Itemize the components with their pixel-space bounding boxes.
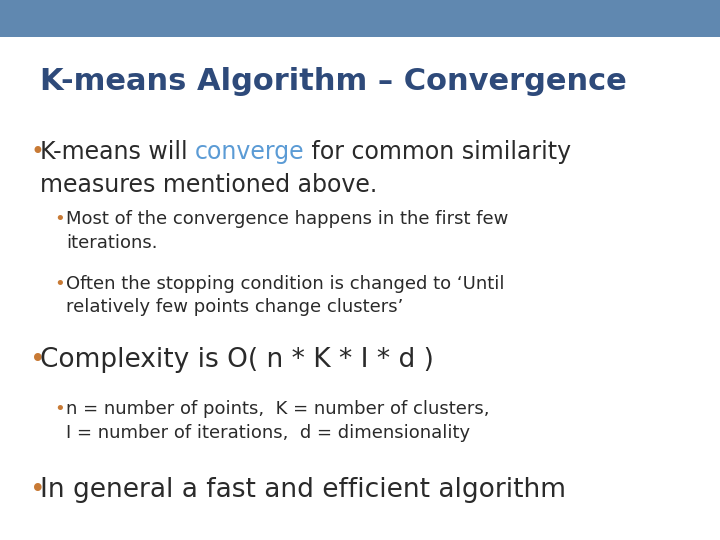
Text: measures mentioned above.: measures mentioned above.: [40, 173, 377, 197]
Text: K-means will: K-means will: [40, 140, 194, 164]
Text: converge: converge: [194, 140, 305, 164]
Text: •: •: [54, 275, 65, 293]
Text: •: •: [54, 210, 65, 228]
Text: In general a fast and efficient algorithm: In general a fast and efficient algorith…: [40, 477, 566, 503]
Text: n = number of points,  K = number of clusters,
I = number of iterations,  d = di: n = number of points, K = number of clus…: [66, 400, 490, 442]
Text: for common similarity: for common similarity: [305, 140, 572, 164]
Text: Often the stopping condition is changed to ‘Until
relatively few points change c: Often the stopping condition is changed …: [66, 275, 505, 316]
Text: •: •: [54, 400, 65, 418]
Text: Most of the convergence happens in the first few
iterations.: Most of the convergence happens in the f…: [66, 210, 508, 252]
Text: K-means Algorithm – Convergence: K-means Algorithm – Convergence: [40, 68, 626, 97]
Text: •: •: [30, 477, 46, 503]
Bar: [0, 0, 720, 37]
Text: Complexity is O( n * K * I * d ): Complexity is O( n * K * I * d ): [40, 347, 433, 373]
Text: •: •: [30, 140, 44, 164]
Text: •: •: [30, 347, 46, 373]
